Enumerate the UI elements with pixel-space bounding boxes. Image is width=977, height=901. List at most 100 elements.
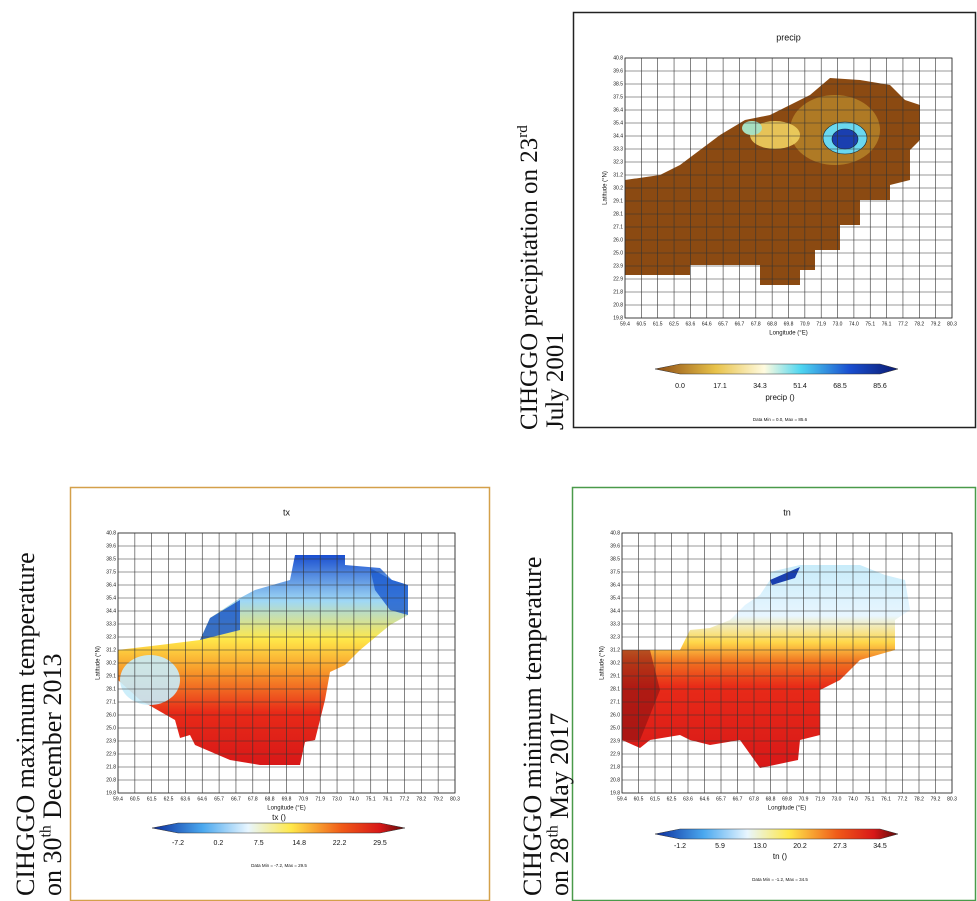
y-tick-label: 20.8: [610, 777, 620, 783]
caption-text: CIHGGO precipitation on 23: [516, 138, 543, 430]
x-tick-label: 65.7: [716, 796, 726, 802]
y-tick-label: 32.3: [106, 634, 116, 640]
y-tick-label: 33.3: [610, 621, 620, 627]
x-tick-label: 60.5: [130, 796, 140, 802]
x-tick-label: 73.0: [332, 796, 342, 802]
colorbar-tick-label: 5.9: [715, 843, 725, 850]
caption-text: July 2001: [542, 332, 569, 430]
y-tick-label: 20.8: [613, 302, 623, 308]
x-tick-label: 80.3: [947, 796, 957, 802]
x-tick-label: 78.2: [914, 796, 924, 802]
x-tick-label: 62.5: [667, 796, 677, 802]
y-tick-label: 27.1: [106, 699, 116, 705]
y-tick-label: 37.5: [106, 569, 116, 575]
x-tick-label: 74.0: [848, 796, 858, 802]
y-tick-label: 30.2: [613, 185, 623, 191]
x-tick-label: 60.5: [636, 321, 646, 327]
x-tick-label: 65.7: [718, 321, 728, 327]
x-tick-label: 60.5: [634, 796, 644, 802]
x-tick-label: 77.2: [898, 321, 908, 327]
y-tick-label: 25.0: [106, 725, 116, 731]
caption-text: CIHGGO minimum temperature: [518, 557, 547, 896]
y-tick-label: 21.8: [106, 764, 116, 770]
x-tick-label: 79.2: [931, 321, 941, 327]
x-tick-label: 70.9: [799, 796, 809, 802]
x-tick-label: 77.2: [898, 796, 908, 802]
x-tick-label: 63.6: [683, 796, 693, 802]
y-tick-label: 30.2: [106, 660, 116, 666]
x-tick-label: 69.8: [282, 796, 292, 802]
colorbar: [654, 363, 899, 375]
y-tick-label: 19.8: [610, 790, 620, 796]
x-tick-label: 75.1: [865, 321, 875, 327]
y-tick-label: 31.2: [106, 647, 116, 653]
x-tick-label: 64.6: [197, 796, 207, 802]
y-tick-label: 34.4: [106, 608, 116, 614]
caption-line: CIHGGO maximum temperature: [11, 552, 40, 896]
x-tick-label: 67.8: [751, 321, 761, 327]
y-tick-label: 34.4: [610, 608, 620, 614]
x-tick-label: 69.8: [782, 796, 792, 802]
x-tick-label: 74.0: [849, 321, 859, 327]
superscript: rd: [515, 125, 531, 138]
y-tick-label: 28.1: [613, 211, 623, 217]
y-tick-label: 27.1: [610, 699, 620, 705]
panel-title: tx: [283, 507, 291, 517]
x-tick-label: 59.4: [617, 796, 627, 802]
x-tick-label: 75.1: [865, 796, 875, 802]
y-tick-label: 20.8: [106, 777, 116, 783]
colorbar-tick-label: 29.5: [373, 840, 387, 847]
caption-line: July 2001: [542, 332, 569, 430]
y-tick-label: 25.0: [613, 250, 623, 256]
colorbar-tick-label: 17.1: [713, 383, 727, 390]
caption-line: CIHGGO minimum temperature: [518, 557, 547, 896]
colorbar: [654, 828, 899, 840]
colorbar-tick-label: 22.2: [333, 840, 347, 847]
colorbar-tick-label: 14.8: [292, 840, 306, 847]
superscript: th: [38, 825, 55, 837]
y-tick-label: 22.9: [610, 751, 620, 757]
x-tick-label: 59.4: [113, 796, 123, 802]
colorbar-tick-label: -7.2: [172, 840, 184, 847]
colorbar-tick-label: 13.0: [753, 843, 767, 850]
y-tick-label: 40.8: [613, 55, 623, 61]
y-tick-label: 38.5: [610, 556, 620, 562]
y-tick-label: 35.4: [613, 120, 623, 126]
x-tick-label: 76.1: [882, 321, 892, 327]
y-tick-label: 28.1: [610, 686, 620, 692]
colorbar-label: tn (): [773, 852, 788, 861]
y-tick-label: 22.9: [613, 276, 623, 282]
caption-text: on 28: [545, 838, 574, 897]
x-tick-label: 75.1: [366, 796, 376, 802]
precip-field: [625, 78, 920, 285]
x-tick-label: 66.7: [733, 796, 743, 802]
y-tick-label: 32.3: [613, 159, 623, 165]
x-tick-label: 66.7: [231, 796, 241, 802]
x-tick-label: 73.0: [832, 796, 842, 802]
x-tick-label: 78.2: [914, 321, 924, 327]
x-tick-label: 62.5: [164, 796, 174, 802]
superscript: th: [545, 825, 562, 837]
caption-text: December 2013: [38, 654, 67, 826]
colorbar-tick-label: 0.2: [214, 840, 224, 847]
y-tick-label: 31.2: [610, 647, 620, 653]
x-axis-label: Longitude (°E): [267, 806, 305, 812]
y-tick-label: 40.8: [610, 530, 620, 536]
x-tick-label: 65.7: [214, 796, 224, 802]
x-tick-label: 74.0: [349, 796, 359, 802]
data-range: Data Min = 0.0, Max = 85.6: [753, 417, 808, 422]
y-tick-label: 35.4: [610, 595, 620, 601]
y-axis-label: Latitude (°N): [603, 171, 609, 205]
caption-text: CIHGGO maximum temperature: [11, 552, 40, 896]
panel: precip 40.8 39.6 38.5 37.5 36.4 35.4 34.4 33.3 32…: [515, 32, 957, 430]
y-tick-label: 33.3: [106, 621, 116, 627]
colorbar: [151, 822, 406, 834]
x-tick-label: 68.8: [767, 321, 777, 327]
panel-title: precip: [776, 32, 801, 42]
y-tick-label: 39.6: [610, 543, 620, 549]
x-tick-label: 67.8: [248, 796, 258, 802]
panel: tx 40.8 39.6 38.5 37.5 36.4 35.4 34.4 33.3 32.3 31…: [11, 507, 460, 896]
caption: CIHGGO precipitation on 23rd July 2001: [515, 125, 569, 430]
